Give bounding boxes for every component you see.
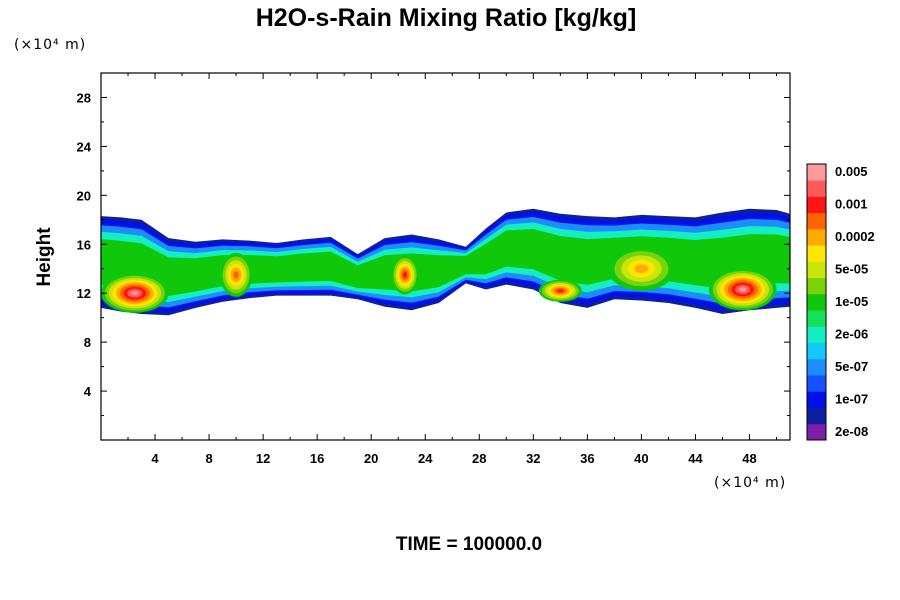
x-tick-label: 12 [256, 451, 270, 466]
colorbar-swatch [807, 164, 826, 181]
colorbar-label: 0.005 [835, 164, 868, 179]
colorbar-label: 0.0002 [835, 229, 875, 244]
colorbar-swatch [807, 180, 826, 197]
colorbar-swatch [807, 261, 826, 279]
x-tick-label: 28 [472, 451, 486, 466]
y-tick-label: 16 [77, 237, 91, 252]
mixing-ratio-field [101, 208, 790, 316]
time-label: TIME = 100000.0 [396, 534, 542, 555]
colorbar-swatch [807, 196, 826, 214]
colorbar-swatch [807, 407, 826, 425]
field-core-2-level-13 [233, 271, 239, 279]
field-core-6-level-16 [738, 287, 747, 292]
field-core-3-level-14 [403, 272, 407, 278]
x-tick-label: 4 [151, 451, 159, 466]
field-band-5 [101, 229, 790, 296]
chart-title: H2O-s-Rain Mixing Ratio [kg/kg] [256, 4, 637, 32]
y-tick-label: 28 [77, 90, 91, 105]
x-tick-label: 8 [205, 451, 212, 466]
colorbar-label: 2e-06 [835, 327, 868, 342]
x-axis-unit: (×10⁴ m) [714, 475, 786, 491]
field-core-5-level-12 [634, 264, 649, 274]
colorbar-swatch [807, 277, 826, 295]
x-tick-label: 44 [688, 451, 703, 466]
colorbar: 2e-08 1e-07 5e-07 2e-06 1e-05 5e-05 0.0002 0.00… [806, 163, 875, 441]
field-core-1-level-16 [131, 291, 139, 296]
colorbar-swatch [807, 212, 826, 230]
y-tick-label: 12 [77, 286, 91, 301]
x-axis: 4 8 12 16 20 24 28 32 36 40 44 48 [127, 73, 777, 466]
colorbar-label: 1e-05 [835, 294, 868, 309]
colorbar-swatch [807, 228, 826, 246]
colorbar-swatch [807, 358, 826, 376]
colorbar-label: 1e-07 [835, 391, 868, 406]
y-tick-label: 8 [84, 335, 91, 350]
colorbar-frame [806, 163, 827, 441]
x-tick-label: 40 [634, 451, 648, 466]
colorbar-swatch [807, 391, 826, 408]
y-axis: 4 8 12 16 20 24 28 [77, 90, 790, 417]
x-tick-label: 16 [310, 451, 324, 466]
x-tick-label: 36 [580, 451, 594, 466]
colorbar-swatch [807, 375, 826, 392]
plot-frame [100, 72, 791, 441]
y-axis-label: Height [34, 227, 55, 287]
x-tick-label: 20 [364, 451, 378, 466]
field-core-4-level-14 [557, 289, 564, 293]
colorbar-label: 2e-08 [835, 424, 868, 439]
colorbar-swatch [807, 245, 826, 262]
y-tick-label: 24 [77, 139, 92, 154]
colorbar-label: 5e-07 [835, 359, 868, 374]
x-tick-label: 24 [418, 451, 433, 466]
y-tick-label: 4 [84, 384, 92, 399]
colorbar-label: 5e-05 [835, 262, 868, 277]
colorbar-label: 0.001 [835, 197, 868, 212]
x-tick-label: 48 [742, 451, 756, 466]
y-tick-label: 20 [77, 188, 91, 203]
colorbar-swatch [807, 326, 826, 343]
colorbar-swatch [807, 342, 826, 360]
y-axis-unit: (×10⁴ m) [14, 37, 86, 53]
colorbar-swatch [807, 423, 826, 441]
colorbar-swatch [807, 310, 826, 327]
x-tick-label: 32 [526, 451, 540, 466]
colorbar-swatch [807, 293, 826, 311]
